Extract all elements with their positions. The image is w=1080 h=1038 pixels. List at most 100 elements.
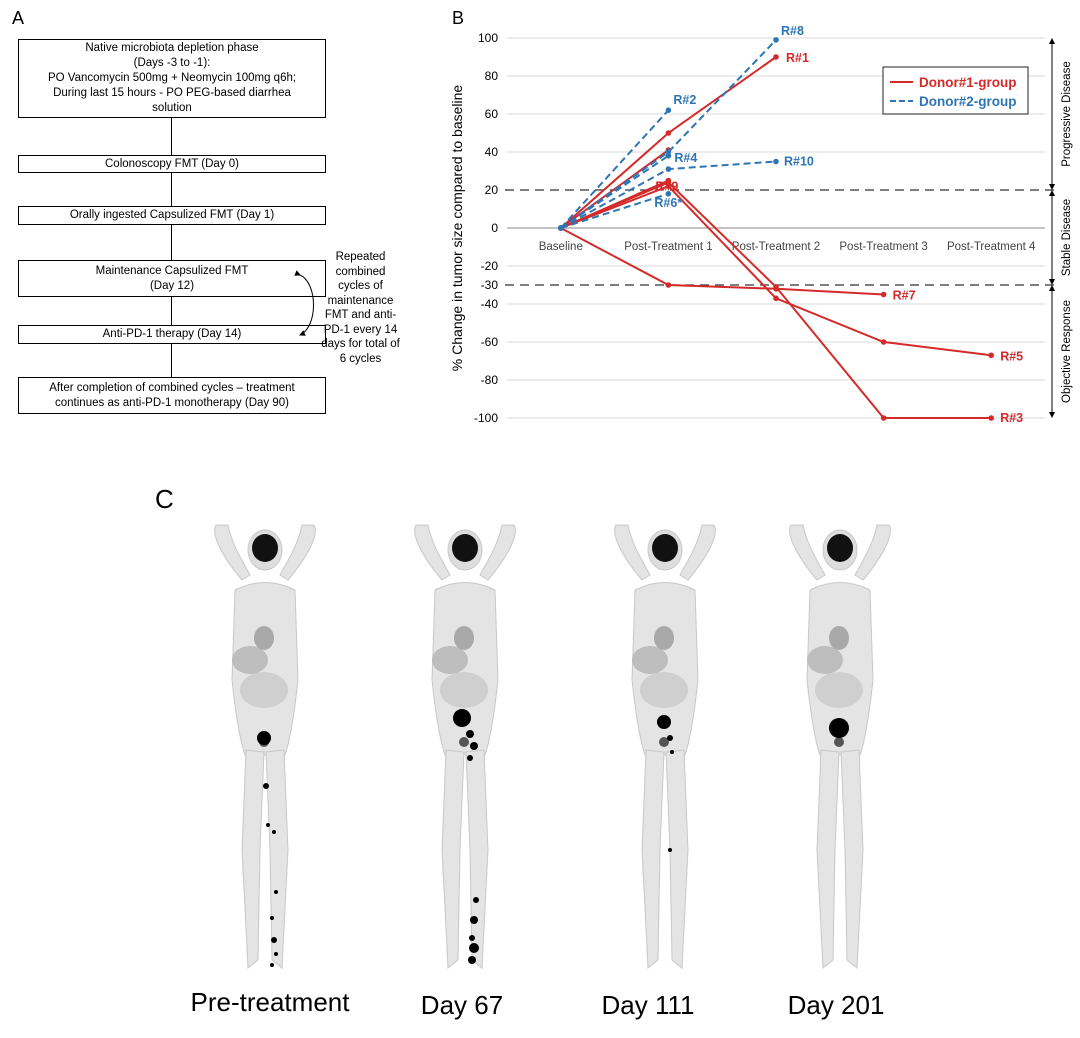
right-leg bbox=[665, 749, 689, 970]
y-tick-label: 80 bbox=[485, 69, 499, 83]
zone-arrow bbox=[1049, 190, 1055, 196]
data-point bbox=[665, 107, 672, 113]
pet-scan-day-201 bbox=[789, 524, 891, 970]
series-line bbox=[560, 109, 670, 229]
lesion-uptake bbox=[469, 943, 479, 953]
data-point bbox=[773, 158, 779, 165]
pet-scan-day-111 bbox=[614, 524, 716, 970]
data-point bbox=[665, 191, 672, 197]
y-tick-label: -100 bbox=[474, 411, 498, 425]
zone-arrow bbox=[1049, 412, 1055, 418]
x-tick-label: Post-Treatment 3 bbox=[839, 241, 927, 253]
left-leg bbox=[816, 749, 840, 970]
y-tick-label: -80 bbox=[481, 373, 499, 387]
right-arm bbox=[679, 524, 716, 581]
left-arm bbox=[214, 524, 251, 581]
x-tick-label: Post-Treatment 2 bbox=[732, 241, 820, 253]
step-colonoscopy-fmt: Colonoscopy FMT (Day 0) bbox=[18, 155, 326, 173]
lesion-uptake bbox=[257, 731, 271, 745]
lesion-uptake bbox=[657, 715, 671, 729]
connector bbox=[171, 118, 172, 155]
legend-box bbox=[882, 66, 1029, 115]
connector bbox=[171, 297, 172, 325]
bladder bbox=[834, 737, 844, 747]
abdomen bbox=[815, 672, 863, 708]
series-line bbox=[560, 227, 884, 296]
data-point bbox=[988, 352, 994, 359]
y-tick-label: 60 bbox=[485, 107, 499, 121]
series-line bbox=[560, 39, 777, 229]
series-label: R#8 bbox=[781, 24, 804, 38]
lesion-uptake bbox=[473, 897, 479, 903]
data-point bbox=[665, 149, 672, 155]
panel-c-label: C bbox=[155, 484, 174, 514]
series-label: R#10 bbox=[784, 155, 814, 169]
series-label: R#2 bbox=[673, 93, 696, 107]
body-silhouette bbox=[214, 524, 316, 970]
x-tick-label: Post-Treatment 4 bbox=[947, 241, 1036, 253]
series-label: R#9 bbox=[655, 180, 678, 194]
x-tick-label: Post-Treatment 1 bbox=[624, 241, 712, 253]
torso bbox=[631, 582, 699, 756]
step-anti-pd1-therapy: Anti-PD-1 therapy (Day 14) bbox=[18, 325, 326, 344]
series-label: R#1 bbox=[786, 51, 809, 65]
data-point bbox=[665, 282, 672, 288]
heart bbox=[654, 626, 674, 650]
left-leg bbox=[441, 749, 465, 970]
zone-arrow bbox=[1049, 38, 1055, 44]
series-line bbox=[560, 179, 669, 229]
brain-uptake bbox=[252, 534, 278, 562]
pet-scan-day-67 bbox=[414, 524, 516, 970]
right-leg bbox=[265, 749, 289, 970]
body-silhouette bbox=[789, 524, 891, 970]
legend-label: Donor#2-group bbox=[919, 94, 1017, 109]
abdomen bbox=[240, 672, 288, 708]
connector bbox=[171, 344, 172, 377]
torso bbox=[806, 582, 874, 756]
right-arm bbox=[279, 524, 316, 581]
liver bbox=[807, 646, 843, 674]
data-point bbox=[773, 286, 779, 292]
series-label: R#6* bbox=[654, 196, 682, 210]
y-tick-label: -40 bbox=[481, 297, 499, 311]
data-point bbox=[773, 37, 779, 43]
y-tick-label: 40 bbox=[485, 145, 499, 159]
brain-uptake bbox=[827, 534, 853, 562]
brain-uptake bbox=[452, 534, 478, 562]
lesion-uptake bbox=[263, 783, 269, 789]
y-tick-label: -20 bbox=[481, 259, 499, 273]
panel-b-label: B bbox=[452, 8, 465, 28]
x-tick-label: Baseline bbox=[539, 241, 583, 253]
series-label: R#3 bbox=[1000, 411, 1023, 425]
lesion-uptake bbox=[272, 830, 276, 834]
data-point bbox=[558, 225, 564, 231]
data-point bbox=[773, 54, 779, 60]
left-leg bbox=[641, 749, 665, 970]
legend-label: Donor#1-group bbox=[919, 75, 1017, 90]
step-depletion-phase: Native microbiota depletion phase (Days … bbox=[18, 39, 326, 118]
data-point bbox=[665, 183, 672, 189]
right-leg bbox=[840, 749, 864, 970]
left-arm bbox=[614, 524, 651, 581]
step-maintenance-fmt: Maintenance Capsulized FMT (Day 12) bbox=[18, 260, 326, 297]
data-point bbox=[880, 339, 887, 345]
left-arm bbox=[414, 524, 451, 581]
lesion-uptake bbox=[470, 916, 478, 924]
step-monotherapy: After completion of combined cycles – tr… bbox=[18, 377, 326, 414]
scan-label-pre-treatment: Pre-treatment bbox=[190, 987, 350, 1017]
liver bbox=[432, 646, 468, 674]
y-tick-label: -60 bbox=[481, 335, 499, 349]
torso bbox=[231, 582, 299, 756]
lesion-uptake bbox=[270, 916, 274, 920]
connector bbox=[171, 225, 172, 260]
zone-arrow bbox=[1049, 279, 1055, 285]
heart bbox=[454, 626, 474, 650]
lesion-uptake bbox=[667, 735, 673, 741]
scan-label-day-67: Day 67 bbox=[420, 990, 504, 1020]
bladder bbox=[459, 737, 469, 747]
abdomen bbox=[440, 672, 488, 708]
lesion-uptake bbox=[468, 956, 476, 964]
step-oral-capsulized-fmt: Orally ingested Capsulized FMT (Day 1) bbox=[18, 206, 326, 225]
zone-arrow bbox=[1049, 184, 1055, 190]
connector bbox=[171, 173, 172, 206]
